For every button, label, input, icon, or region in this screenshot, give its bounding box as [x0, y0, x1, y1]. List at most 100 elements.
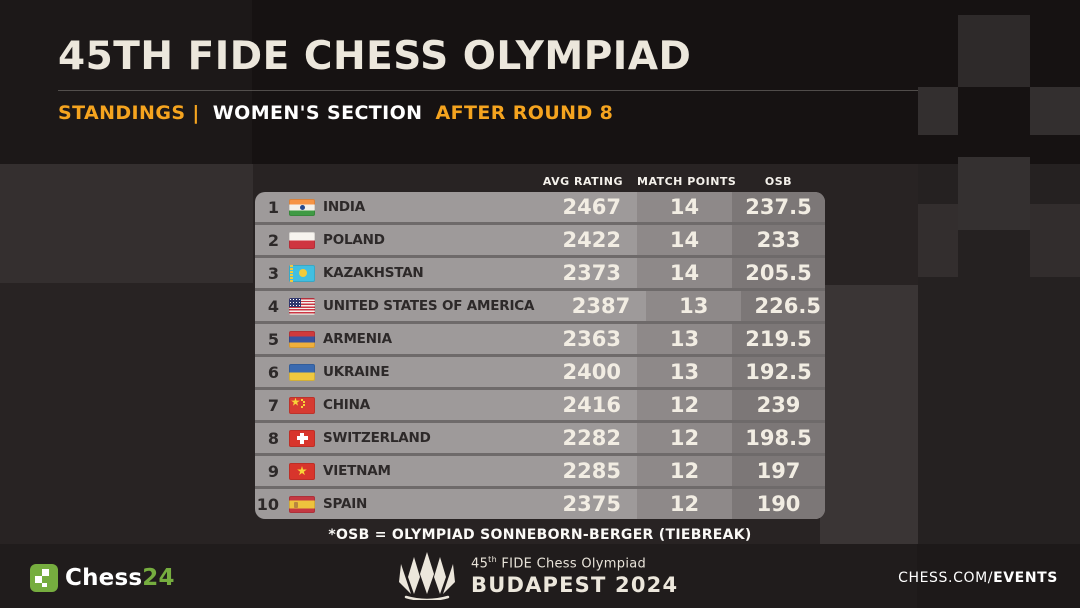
rank-value: 9 — [267, 461, 279, 481]
table-row: 3 KAZAKHSTAN 2373 14 205.5 — [255, 255, 825, 288]
country-name: UKRAINE — [323, 364, 390, 380]
country-flag-icon — [289, 429, 315, 447]
rank-value: 10 — [256, 494, 279, 514]
match-points-value: 12 — [637, 390, 732, 420]
match-points-value: 13 — [637, 357, 732, 387]
rank-value: 1 — [267, 197, 279, 217]
flag-cell — [289, 423, 321, 453]
rank-value: 8 — [267, 428, 279, 448]
event-text: 45th FIDE Chess Olympiad BUDAPEST 2024 — [471, 555, 678, 596]
avg-rating-value: 2373 — [562, 261, 621, 285]
table-row: 10 SPAIN 2375 12 190 — [255, 486, 825, 519]
rank-value: 6 — [267, 362, 279, 382]
osb-value: 219.5 — [732, 324, 825, 354]
flag-cell — [289, 225, 321, 255]
bg-decor-square — [0, 164, 253, 283]
match-points-value: 12 — [637, 489, 732, 519]
osb-value: 237.5 — [732, 192, 825, 222]
country-name: CHINA — [323, 397, 370, 413]
column-header-avg-rating: AVG RATING — [542, 175, 623, 188]
chess24-wordmark: Chess24 — [65, 565, 175, 591]
event-logo: 45th FIDE Chess Olympiad BUDAPEST 2024 — [397, 552, 678, 600]
match-points-value: 14 — [637, 258, 732, 288]
match-points-value: 12 — [637, 456, 732, 486]
table-body: 1 INDIA 2467 14 237.5 2 POLAND 2422 14 2… — [255, 192, 825, 519]
country-flag-icon — [289, 330, 315, 348]
osb-value: 205.5 — [732, 258, 825, 288]
bg-decor-square — [820, 285, 918, 544]
avg-rating-value: 2416 — [562, 393, 621, 417]
avg-rating-value: 2363 — [562, 327, 621, 351]
bg-decor-square — [1030, 204, 1080, 277]
table-row: 1 INDIA 2467 14 237.5 — [255, 192, 825, 222]
table-row: 8 SWITZERLAND 2282 12 198.5 — [255, 420, 825, 453]
crown-icon — [399, 552, 455, 600]
avg-rating-value: 2422 — [562, 228, 621, 252]
avg-rating-value: 2400 — [562, 360, 621, 384]
osb-value: 239 — [732, 390, 825, 420]
bg-decor-square — [917, 544, 1080, 608]
event-name: 45th FIDE Chess Olympiad — [471, 555, 678, 571]
site-url: CHESS.COM/EVENTS — [898, 570, 1058, 586]
country-flag-icon — [289, 363, 315, 381]
bg-decor-square — [918, 204, 958, 277]
match-points-value: 12 — [637, 423, 732, 453]
bg-decor-square — [958, 157, 1030, 230]
osb-value: 197 — [732, 456, 825, 486]
country-flag-icon — [289, 297, 315, 315]
avg-rating-value: 2467 — [562, 195, 621, 219]
table-row: 6 UKRAINE 2400 13 192.5 — [255, 354, 825, 387]
column-header-match-points: MATCH POINTS — [637, 175, 737, 188]
event-host: BUDAPEST 2024 — [471, 572, 679, 597]
rank-value: 3 — [267, 263, 279, 283]
match-points-value: 14 — [637, 192, 732, 222]
site-url-bold: EVENTS — [993, 570, 1058, 586]
chess24-suffix: 24 — [142, 565, 175, 591]
page-title: 45TH FIDE CHESS OLYMPIAD — [58, 34, 692, 79]
bg-decor-square — [918, 87, 958, 135]
country-flag-icon — [289, 495, 315, 513]
rank-value: 7 — [267, 395, 279, 415]
country-flag-icon — [289, 198, 315, 216]
country-flag-icon — [289, 264, 315, 282]
bg-decor-square — [1030, 87, 1080, 135]
flag-cell — [289, 489, 321, 519]
country-name: VIETNAM — [323, 463, 391, 479]
table-row: 2 POLAND 2422 14 233 — [255, 222, 825, 255]
table-header-row: AVG RATING MATCH POINTS OSB — [255, 166, 825, 192]
country-name: UNITED STATES OF AMERICA — [323, 298, 535, 314]
chess24-icon — [30, 564, 58, 592]
column-header-osb: OSB — [764, 175, 793, 188]
table-row: 7 CHINA 2416 12 239 — [255, 387, 825, 420]
match-points-value: 13 — [646, 291, 742, 321]
subtitle-round: AFTER ROUND 8 — [435, 102, 614, 124]
country-name: KAZAKHSTAN — [323, 265, 424, 281]
match-points-value: 14 — [637, 225, 732, 255]
flag-cell — [289, 357, 321, 387]
event-ordinal: th — [488, 555, 497, 565]
flag-cell — [289, 192, 321, 222]
site-url-prefix: CHESS.COM/ — [898, 570, 994, 586]
table-row: 4 UNITED STATES OF AMERICA 2387 13 226.5 — [255, 288, 825, 321]
rank-value: 5 — [267, 329, 279, 349]
country-flag-icon — [289, 462, 315, 480]
bg-decor-square — [0, 0, 252, 164]
rank-value: 2 — [267, 230, 279, 250]
osb-value: 190 — [732, 489, 825, 519]
header-divider — [58, 90, 918, 91]
event-number: 45 — [471, 556, 489, 572]
flag-cell — [289, 291, 321, 321]
osb-value: 198.5 — [732, 423, 825, 453]
avg-rating-value: 2285 — [562, 459, 621, 483]
flag-cell — [289, 390, 321, 420]
bg-decor-square — [958, 15, 1030, 87]
avg-rating-value: 2375 — [562, 492, 621, 516]
country-flag-icon — [289, 231, 315, 249]
country-name: ARMENIA — [323, 331, 392, 347]
subtitle-standings: STANDINGS | — [58, 102, 200, 124]
osb-value: 226.5 — [741, 291, 825, 321]
osb-value: 233 — [732, 225, 825, 255]
country-name: POLAND — [323, 232, 385, 248]
standings-table: AVG RATING MATCH POINTS OSB 1 INDIA 2467… — [255, 166, 825, 519]
country-name: INDIA — [323, 199, 365, 215]
